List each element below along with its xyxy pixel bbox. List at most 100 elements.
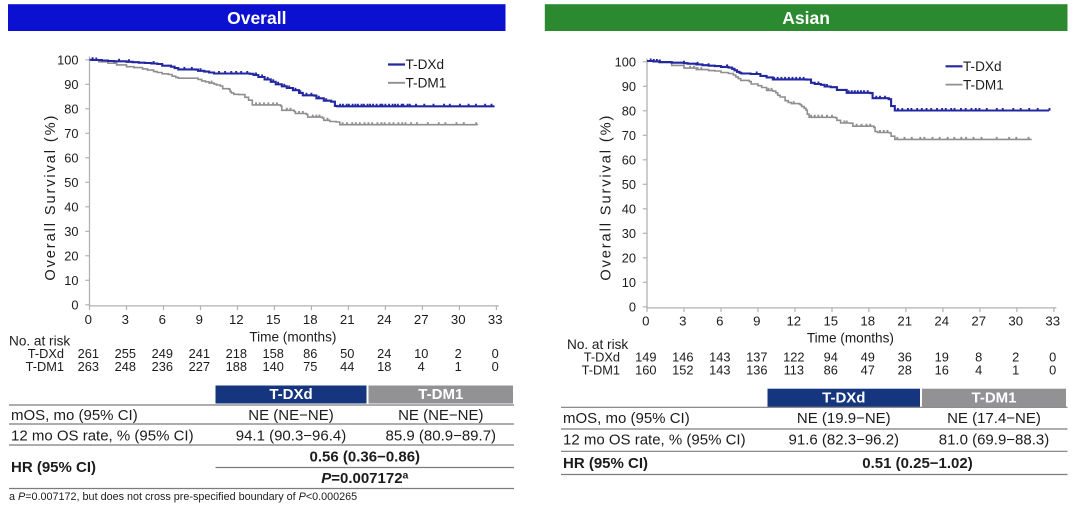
svg-text:33: 33	[488, 312, 503, 327]
svg-text:263: 263	[78, 359, 99, 374]
svg-text:4: 4	[975, 363, 982, 378]
svg-text:9: 9	[753, 314, 760, 329]
svg-text:3: 3	[679, 314, 686, 329]
svg-text:146: 146	[672, 350, 693, 365]
svg-text:21: 21	[897, 314, 912, 329]
svg-text:50: 50	[64, 175, 78, 190]
svg-text:47: 47	[861, 363, 875, 378]
svg-text:T-DXd: T-DXd	[584, 350, 620, 365]
svg-text:12 mo OS rate, % (95% CI): 12 mo OS rate, % (95% CI)	[563, 432, 746, 449]
svg-text:30: 30	[64, 224, 78, 239]
svg-text:21: 21	[340, 312, 355, 327]
svg-text:143: 143	[709, 350, 730, 365]
svg-text:70: 70	[64, 126, 78, 141]
svg-text:15: 15	[823, 314, 838, 329]
svg-text:94.1 (90.3−96.4): 94.1 (90.3−96.4)	[236, 428, 347, 445]
svg-text:236: 236	[152, 359, 173, 374]
svg-text:249: 249	[152, 346, 173, 361]
svg-text:44: 44	[340, 359, 354, 374]
svg-text:mOS, mo (95% CI): mOS, mo (95% CI)	[563, 410, 690, 427]
svg-text:100: 100	[57, 52, 78, 67]
svg-text:3: 3	[122, 312, 129, 327]
svg-text:Asian: Asian	[782, 8, 830, 28]
svg-text:mOS, mo (95% CI): mOS, mo (95% CI)	[11, 407, 138, 424]
svg-text:30: 30	[1008, 314, 1023, 329]
svg-text:T-DXd: T-DXd	[406, 57, 445, 72]
svg-text:18: 18	[303, 312, 318, 327]
svg-text:T-DXd: T-DXd	[963, 59, 1002, 74]
svg-text:T-DXd: T-DXd	[822, 389, 865, 406]
svg-text:20: 20	[622, 250, 636, 265]
svg-text:30: 30	[622, 226, 636, 241]
svg-text:91.6 (82.3−96.2): 91.6 (82.3−96.2)	[789, 432, 900, 449]
svg-text:2: 2	[1012, 350, 1019, 365]
svg-text:149: 149	[635, 350, 656, 365]
svg-text:NE (NE−NE): NE (NE−NE)	[398, 407, 483, 424]
svg-text:T-DM1: T-DM1	[963, 77, 1004, 92]
svg-text:86: 86	[824, 363, 838, 378]
svg-text:10: 10	[622, 275, 636, 290]
svg-text:P=0.007172a: P=0.007172a	[321, 470, 408, 488]
svg-text:0: 0	[71, 297, 78, 312]
svg-text:18: 18	[860, 314, 875, 329]
svg-text:0.51 (0.25−1.02): 0.51 (0.25−1.02)	[862, 455, 973, 472]
svg-text:1: 1	[455, 359, 462, 374]
svg-text:a P=0.007172, but does not cro: a P=0.007172, but does not cross pre-spe…	[9, 491, 357, 503]
svg-text:HR (95% CI): HR (95% CI)	[11, 459, 96, 476]
svg-text:0: 0	[642, 314, 649, 329]
svg-text:0: 0	[85, 312, 92, 327]
svg-text:4: 4	[418, 359, 425, 374]
svg-text:94: 94	[824, 350, 838, 365]
svg-text:81.0 (69.9−88.3): 81.0 (69.9−88.3)	[939, 432, 1050, 449]
svg-text:T-DM1: T-DM1	[582, 363, 620, 378]
svg-text:T-DXd: T-DXd	[28, 346, 64, 361]
svg-text:T-DM1: T-DM1	[418, 386, 463, 403]
svg-text:20: 20	[64, 248, 78, 263]
svg-text:49: 49	[861, 350, 875, 365]
svg-text:100: 100	[615, 54, 636, 69]
svg-text:T-DXd: T-DXd	[269, 386, 312, 403]
svg-text:227: 227	[189, 359, 210, 374]
svg-text:75: 75	[303, 359, 317, 374]
svg-text:6: 6	[159, 312, 166, 327]
svg-text:1: 1	[1012, 363, 1019, 378]
svg-text:T-DM1: T-DM1	[26, 359, 64, 374]
svg-text:Overall: Overall	[227, 8, 286, 28]
svg-text:140: 140	[263, 359, 284, 374]
svg-text:86: 86	[303, 346, 317, 361]
svg-text:10: 10	[64, 273, 78, 288]
svg-text:27: 27	[414, 312, 429, 327]
svg-text:NE (17.4−NE): NE (17.4−NE)	[947, 410, 1041, 427]
svg-text:15: 15	[266, 312, 281, 327]
svg-text:40: 40	[622, 201, 636, 216]
svg-text:10: 10	[414, 346, 428, 361]
svg-text:113: 113	[784, 363, 804, 378]
svg-text:16: 16	[935, 363, 949, 378]
svg-text:18: 18	[377, 359, 391, 374]
svg-text:85.9 (80.9−89.7): 85.9 (80.9−89.7)	[386, 428, 497, 445]
svg-text:No. at risk: No. at risk	[567, 337, 628, 352]
svg-text:Time (months): Time (months)	[249, 329, 336, 344]
svg-text:152: 152	[672, 363, 693, 378]
svg-text:8: 8	[975, 350, 982, 365]
svg-text:19: 19	[935, 350, 949, 365]
svg-text:27: 27	[971, 314, 986, 329]
svg-text:12: 12	[229, 312, 244, 327]
svg-text:60: 60	[64, 150, 78, 165]
svg-text:HR (95% CI): HR (95% CI)	[563, 455, 648, 472]
svg-text:24: 24	[377, 312, 392, 327]
svg-text:60: 60	[622, 152, 636, 167]
svg-text:0: 0	[1049, 363, 1056, 378]
svg-text:28: 28	[898, 363, 912, 378]
svg-text:50: 50	[340, 346, 354, 361]
svg-text:Overall Survival (%): Overall Survival (%)	[43, 114, 59, 281]
svg-text:80: 80	[622, 103, 636, 118]
svg-text:0: 0	[1049, 350, 1056, 365]
svg-text:70: 70	[622, 128, 636, 143]
svg-text:122: 122	[783, 350, 804, 365]
svg-text:255: 255	[115, 346, 136, 361]
svg-text:158: 158	[263, 346, 284, 361]
svg-text:2: 2	[455, 346, 462, 361]
svg-text:T-DM1: T-DM1	[406, 76, 447, 91]
svg-text:0: 0	[629, 299, 636, 314]
